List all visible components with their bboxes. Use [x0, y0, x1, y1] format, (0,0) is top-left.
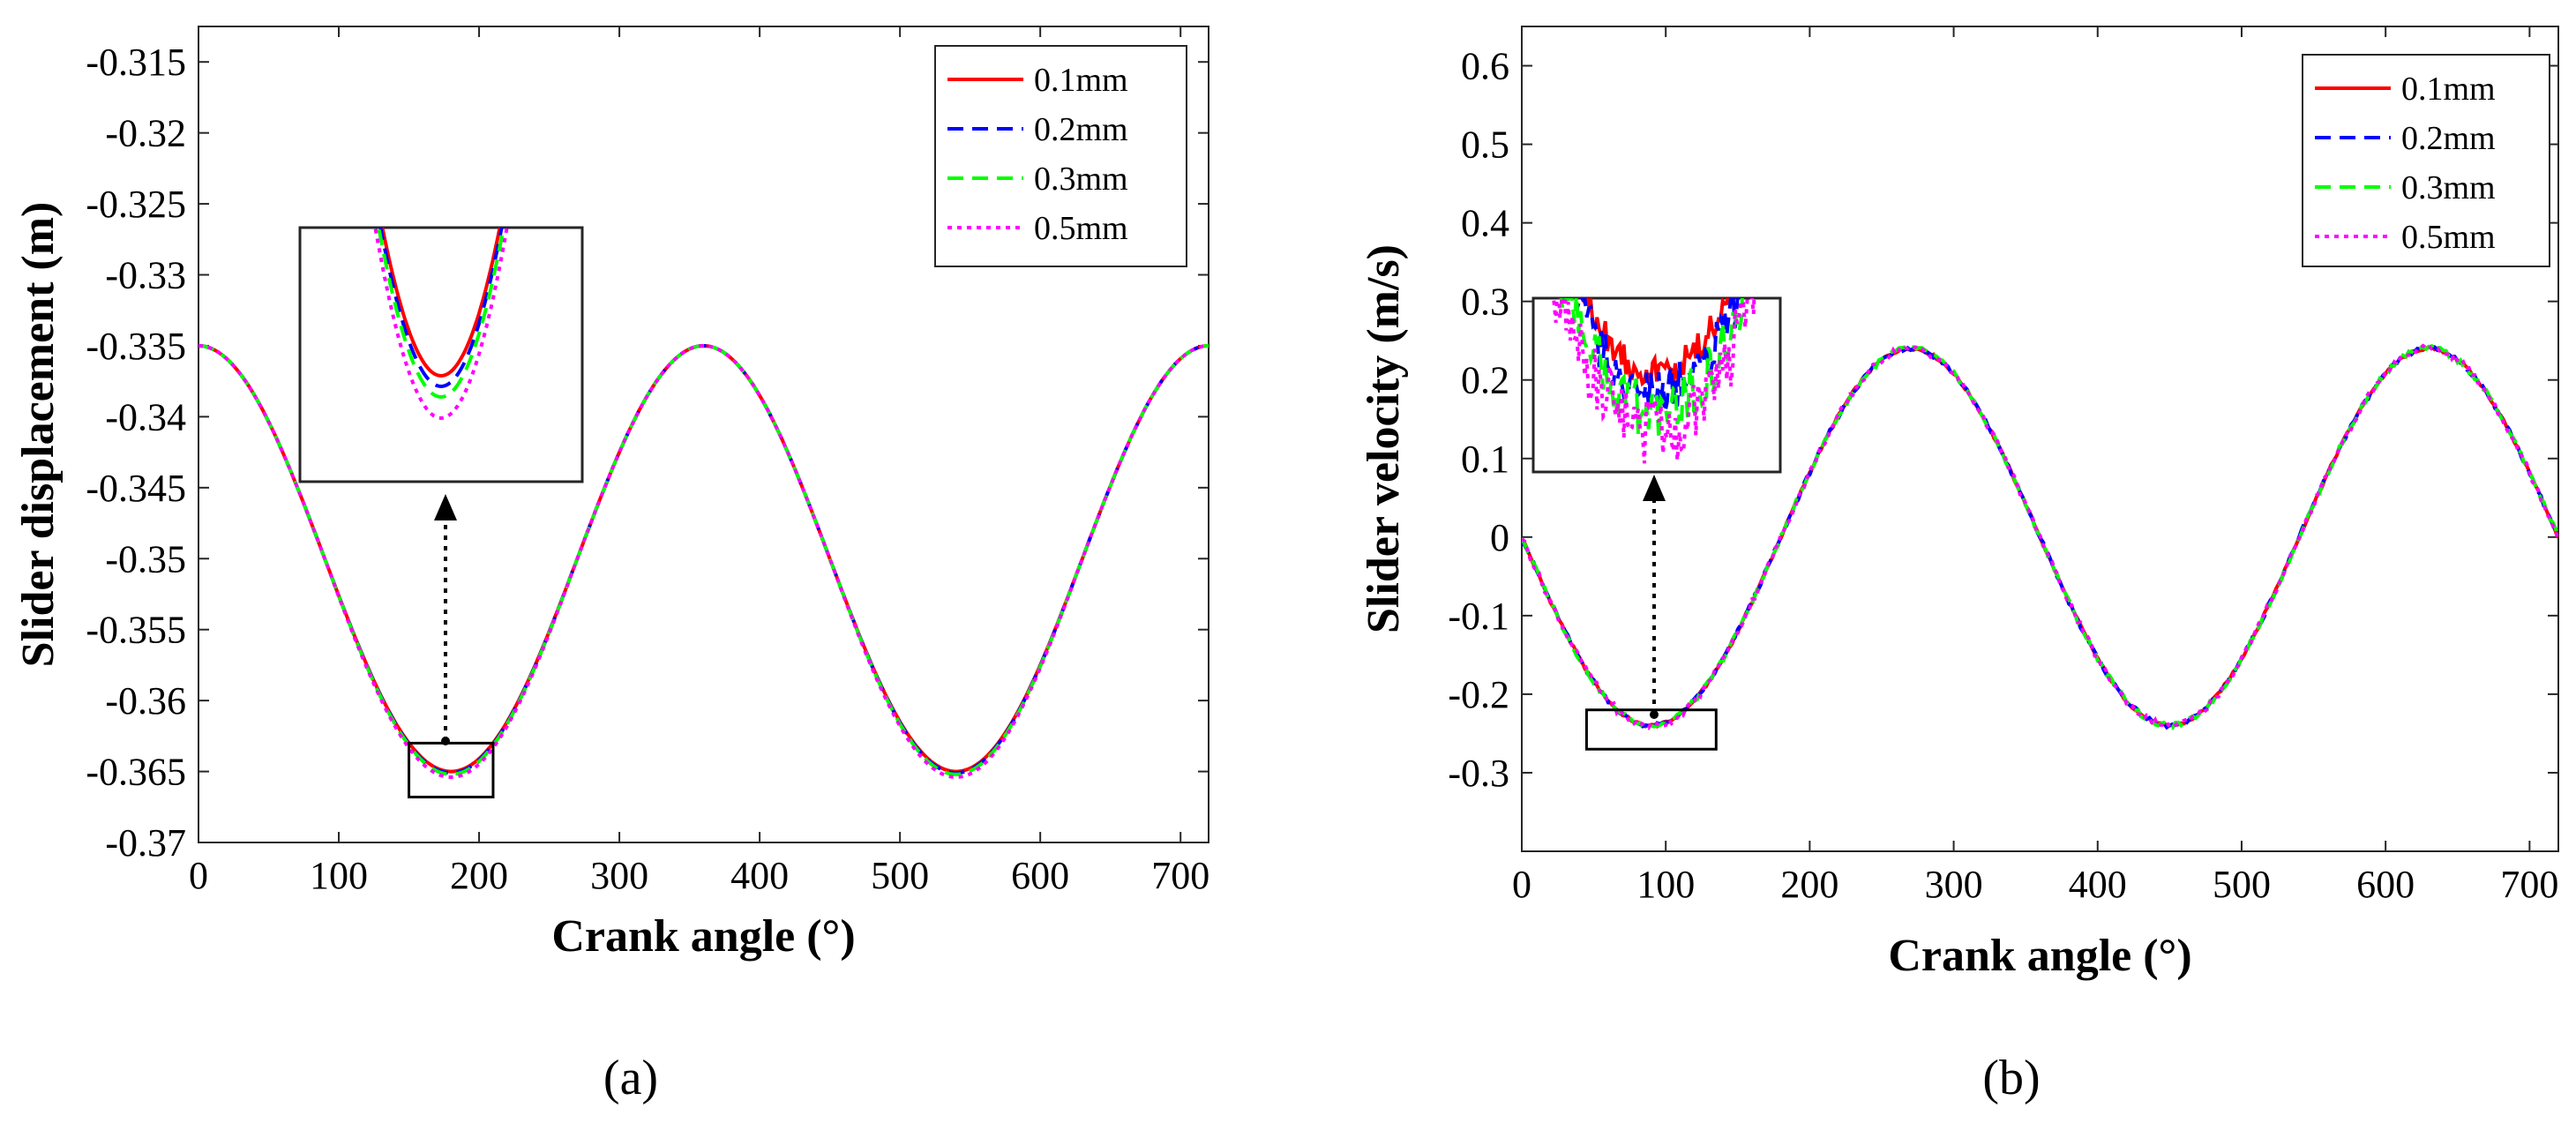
- y-tick-label: 0: [1490, 516, 1509, 559]
- panel-label: (a): [603, 1051, 658, 1105]
- y-tick-label: -0.33: [105, 254, 186, 297]
- y-tick-label: -0.365: [86, 751, 186, 794]
- legend-label: 0.3mm: [2401, 169, 2496, 206]
- x-tick-label: 500: [871, 854, 929, 897]
- inset-series-0.1mm: [1579, 298, 1734, 387]
- y-tick-label: -0.325: [86, 183, 186, 226]
- x-tick-label: 300: [1925, 863, 1983, 906]
- x-tick-label: 400: [730, 854, 789, 897]
- x-tick-label: 500: [2213, 863, 2271, 906]
- x-tick-label: 200: [1780, 863, 1838, 906]
- x-tick-label: 400: [2069, 863, 2127, 906]
- x-axis-label: Crank angle (°): [551, 911, 855, 962]
- x-tick-label: 100: [310, 854, 368, 897]
- y-axis-label: Slider displacement (m): [13, 202, 64, 668]
- x-tick-label: 0: [1512, 863, 1531, 906]
- y-tick-label: 0.3: [1461, 281, 1509, 324]
- zoom-arrow-tail: [441, 737, 450, 745]
- y-tick-label: -0.335: [86, 325, 186, 368]
- inset-series-0.5mm: [373, 228, 509, 421]
- zoom-arrow-head: [434, 494, 457, 520]
- inset-series-0.3mm: [377, 228, 505, 400]
- x-tick-label: 0: [189, 854, 208, 897]
- y-tick-label: -0.2: [1448, 673, 1509, 716]
- x-tick-label: 700: [1151, 854, 1209, 897]
- y-tick-label: 0.1: [1461, 438, 1509, 481]
- y-tick-label: -0.35: [105, 537, 186, 580]
- x-axis-label: Crank angle (°): [1888, 931, 2191, 981]
- chart-panel-a: 0 100 200 300 400 500 600 700 -0.37 -0.365 -0.36 -0…: [13, 26, 1209, 1105]
- legend-label: 0.5mm: [2401, 219, 2496, 256]
- legend-label: 0.3mm: [1034, 161, 1128, 198]
- y-axis-label: Slider velocity (m/s): [1359, 244, 1409, 633]
- inset-series-0.1mm: [380, 228, 502, 378]
- y-tick-label: -0.355: [86, 609, 186, 652]
- y-tick-label: -0.32: [105, 112, 186, 155]
- panel-label: (b): [1982, 1051, 2040, 1105]
- y-tick-label: -0.345: [86, 467, 186, 510]
- legend-label: 0.2mm: [2401, 120, 2496, 157]
- x-tick-label: 100: [1636, 863, 1695, 906]
- plot-area: [198, 26, 1209, 843]
- y-tick-label: 0.4: [1461, 202, 1509, 245]
- x-tick-label: 700: [2500, 863, 2558, 906]
- y-tick-label: -0.3: [1448, 752, 1509, 795]
- y-tick-label: -0.36: [105, 679, 186, 722]
- x-tick-label: 600: [2356, 863, 2415, 906]
- series-line-0.5mm: [1522, 343, 2558, 730]
- legend-label: 0.1mm: [1034, 62, 1128, 99]
- legend-label: 0.2mm: [1034, 111, 1128, 148]
- inset-series-0.2mm: [378, 228, 504, 389]
- highlight-box: [1584, 708, 1718, 751]
- legend-box: [934, 45, 1187, 267]
- zoom-arrow-head: [1643, 475, 1666, 501]
- legend-label: 0.1mm: [2401, 71, 2496, 108]
- y-tick-label: -0.37: [105, 821, 186, 865]
- y-tick-label: -0.1: [1448, 595, 1509, 638]
- x-tick-label: 300: [590, 854, 648, 897]
- x-tick-label: 200: [450, 854, 508, 897]
- inset-box: [298, 226, 584, 483]
- y-tick-label: 0.5: [1461, 124, 1509, 167]
- legend-label: 0.5mm: [1034, 210, 1128, 247]
- inset-series-0.5mm: [1552, 298, 1756, 464]
- y-tick-label: 0.6: [1461, 45, 1509, 88]
- x-tick-label: 600: [1011, 854, 1069, 897]
- plot-area: [1521, 26, 2559, 852]
- chart-panel-b: 0 100 200 300 400 500 600 700 -0.3 -0.2 -0.1 0 0.1 0.…: [1359, 26, 2559, 1105]
- y-tick-label: -0.315: [86, 41, 186, 84]
- highlight-box: [408, 741, 495, 799]
- y-tick-label: 0.2: [1461, 359, 1509, 402]
- series-line-0.5mm: [198, 343, 1209, 780]
- zoom-arrow-tail: [1650, 710, 1659, 719]
- y-tick-label: -0.34: [105, 395, 186, 438]
